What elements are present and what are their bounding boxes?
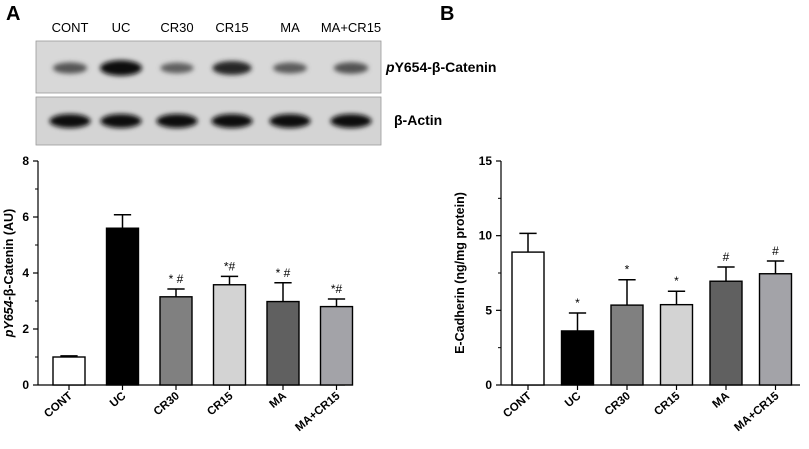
bar-cr30 xyxy=(159,296,193,386)
blot-label-py654-italic: p xyxy=(385,59,395,75)
chart-b: 0 5 10 15 CONT UC * CR30 * CR15 * MA # MA+CR15 # xyxy=(479,154,800,434)
chart-a: 0 2 4 6 8 CONT UC CR30 * # CR15 *# MA * # MA+CR15 *# xyxy=(22,154,354,434)
y-tick-label: 0 xyxy=(485,378,492,392)
bar-ma xyxy=(266,300,300,386)
significance-marker: *# xyxy=(331,282,343,296)
significance-marker: # xyxy=(772,244,779,258)
blot-band xyxy=(273,62,307,74)
y-tick-label: 2 xyxy=(22,322,29,336)
x-category-label: MA+CR15 xyxy=(732,390,782,434)
chart-a-ylabel-rest: -β-Catenin (AU) xyxy=(2,209,16,301)
chart-b-ylabel: E-Cadherin (ng/mg protein) xyxy=(453,192,467,354)
blot-band xyxy=(156,114,198,128)
bar-cont xyxy=(52,356,86,386)
bar-uc xyxy=(560,330,595,386)
band-row-actin xyxy=(49,114,372,128)
panel-b-letter: B xyxy=(440,3,454,25)
x-category-label: MA+CR15 xyxy=(293,390,343,434)
blot-label-actin: β-Actin xyxy=(394,112,442,128)
significance-marker: # xyxy=(723,250,730,264)
significance-marker: * xyxy=(625,263,630,277)
significance-marker: * xyxy=(575,296,580,310)
blot-band xyxy=(52,62,88,74)
blot-membrane-top xyxy=(35,40,382,94)
y-tick-label: 4 xyxy=(22,266,29,280)
blot-lane-labels: CONT UC CR30 CR15 MA MA+CR15 xyxy=(52,20,382,35)
x-category-label: CR15 xyxy=(205,390,236,418)
chart-a-ylabel: pY654-β-Catenin (AU) xyxy=(2,209,16,339)
chart-a-ylabel-italic: pY654 xyxy=(2,300,16,338)
blot-lane-label: UC xyxy=(112,20,131,35)
bar-ma xyxy=(709,280,743,386)
bar-ma-cr15 xyxy=(319,305,354,386)
significance-marker: * # xyxy=(276,266,291,280)
western-blot: CONT UC CR30 CR15 MA MA+CR15 pY654-β-Catenin … xyxy=(35,20,496,146)
x-category-label: MA xyxy=(268,390,289,411)
x-category-label: CONT xyxy=(501,390,534,420)
significance-marker: *# xyxy=(224,259,236,273)
blot-label-py654: pY654-β-Catenin xyxy=(385,59,496,75)
blot-lane-label: CONT xyxy=(52,20,89,35)
bar-cr15 xyxy=(659,303,694,386)
x-category-label: CR15 xyxy=(652,390,683,418)
y-tick-label: 0 xyxy=(22,378,29,392)
bar-cont xyxy=(511,251,545,386)
blot-band xyxy=(100,60,142,76)
blot-band xyxy=(100,114,142,128)
panel-a-letter: A xyxy=(6,3,20,25)
significance-marker: * xyxy=(674,274,679,288)
y-tick-label: 10 xyxy=(479,229,493,243)
blot-label-actin-rest: β-Actin xyxy=(394,112,442,128)
x-category-label: UC xyxy=(108,390,128,410)
blot-lane-label: CR30 xyxy=(160,20,193,35)
band-row-py654 xyxy=(52,60,369,76)
blot-lane-label: MA xyxy=(280,20,300,35)
blot-membrane-bottom xyxy=(35,96,382,146)
blot-label-py654-rest: Y654-β-Catenin xyxy=(395,59,497,75)
blot-band xyxy=(211,114,253,128)
y-tick-label: 5 xyxy=(485,303,492,317)
x-category-label: CONT xyxy=(42,390,75,420)
x-category-label: MA xyxy=(711,390,732,411)
blot-band xyxy=(49,114,91,128)
blot-band xyxy=(212,61,252,75)
blot-lane-label: CR15 xyxy=(215,20,248,35)
x-category-label: CR30 xyxy=(603,390,633,418)
y-tick-label: 8 xyxy=(22,154,29,168)
blot-band xyxy=(330,114,372,128)
blot-band xyxy=(160,62,194,74)
bar-ma-cr15 xyxy=(758,273,793,386)
x-category-label: CR30 xyxy=(152,390,182,418)
y-tick-label: 15 xyxy=(479,154,493,168)
bar-cr15 xyxy=(212,284,247,386)
bar-uc xyxy=(105,227,140,386)
x-category-label: UC xyxy=(563,390,583,410)
y-tick-label: 6 xyxy=(22,210,29,224)
significance-marker: * # xyxy=(169,272,184,286)
blot-band xyxy=(269,114,311,128)
blot-band xyxy=(333,62,369,74)
blot-lane-label: MA+CR15 xyxy=(321,20,381,35)
bar-cr30 xyxy=(610,304,644,386)
